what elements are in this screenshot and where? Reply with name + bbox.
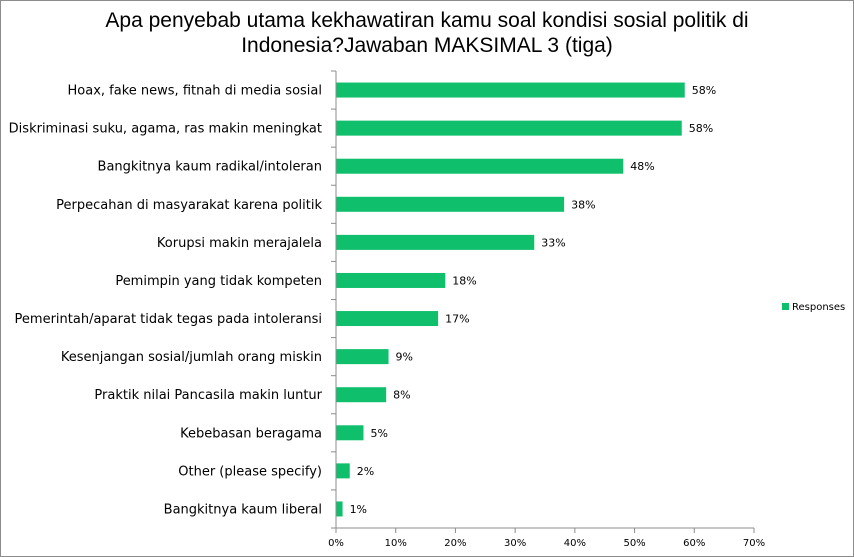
data-label: 17% xyxy=(445,313,469,326)
category-label: Hoax, fake news, fitnah di media sosial xyxy=(68,84,322,99)
bar xyxy=(336,463,350,479)
bar xyxy=(336,349,389,365)
category-label: Pemimpin yang tidak kompeten xyxy=(115,274,322,289)
bar xyxy=(336,501,343,517)
bar xyxy=(336,120,682,136)
x-tick-label: 60% xyxy=(683,538,705,549)
data-label: 58% xyxy=(689,122,713,135)
category-label: Pemerintah/aparat tidak tegas pada intol… xyxy=(15,312,322,327)
bar xyxy=(336,387,387,403)
bar xyxy=(336,234,535,250)
data-label: 1% xyxy=(350,503,367,516)
category-label: Other (please specify) xyxy=(178,464,322,479)
x-tick-label: 50% xyxy=(623,538,645,549)
data-label: 9% xyxy=(396,351,413,364)
x-tick-label: 40% xyxy=(564,538,586,549)
data-label: 8% xyxy=(393,389,410,402)
category-label: Korupsi makin merajalela xyxy=(157,236,322,251)
category-label: Kesenjangan sosial/jumlah orang miskin xyxy=(61,350,322,365)
x-tick-label: 20% xyxy=(444,538,466,549)
category-label: Bangkitnya kaum liberal xyxy=(164,502,322,517)
chart-title-line-2: Indonesia?Jawaban MAKSIMAL 3 (tiga) xyxy=(241,34,613,57)
x-tick-label: 70% xyxy=(743,538,765,549)
category-label: Kebebasan beragama xyxy=(180,426,322,441)
legend-label: Responses xyxy=(792,302,845,313)
data-label: 33% xyxy=(541,236,565,249)
bar xyxy=(336,272,446,288)
legend-swatch xyxy=(782,303,789,310)
bar xyxy=(336,158,624,174)
data-label: 48% xyxy=(630,160,654,173)
x-tick-label: 0% xyxy=(328,538,344,549)
x-tick-label: 30% xyxy=(504,538,526,549)
data-label: 18% xyxy=(452,274,476,287)
data-label: 5% xyxy=(370,427,387,440)
bar xyxy=(336,425,364,441)
category-label: Praktik nilai Pancasila makin luntur xyxy=(94,388,322,403)
bar xyxy=(336,82,685,98)
bar xyxy=(336,311,439,327)
chart-title: Apa penyebab utama kekhawatiran kamu soa… xyxy=(0,8,854,58)
category-label: Diskriminasi suku, agama, ras makin meni… xyxy=(9,122,322,137)
x-tick-label: 10% xyxy=(385,538,407,549)
chart-title-line-1: Apa penyebab utama kekhawatiran kamu soa… xyxy=(105,9,749,32)
data-label: 58% xyxy=(692,84,716,97)
category-label: Bangkitnya kaum radikal/intoleran xyxy=(98,160,322,175)
bar xyxy=(336,196,565,212)
category-label: Perpecahan di masyarakat karena politik xyxy=(56,198,322,213)
data-label: 2% xyxy=(357,465,374,478)
data-label: 38% xyxy=(571,198,595,211)
